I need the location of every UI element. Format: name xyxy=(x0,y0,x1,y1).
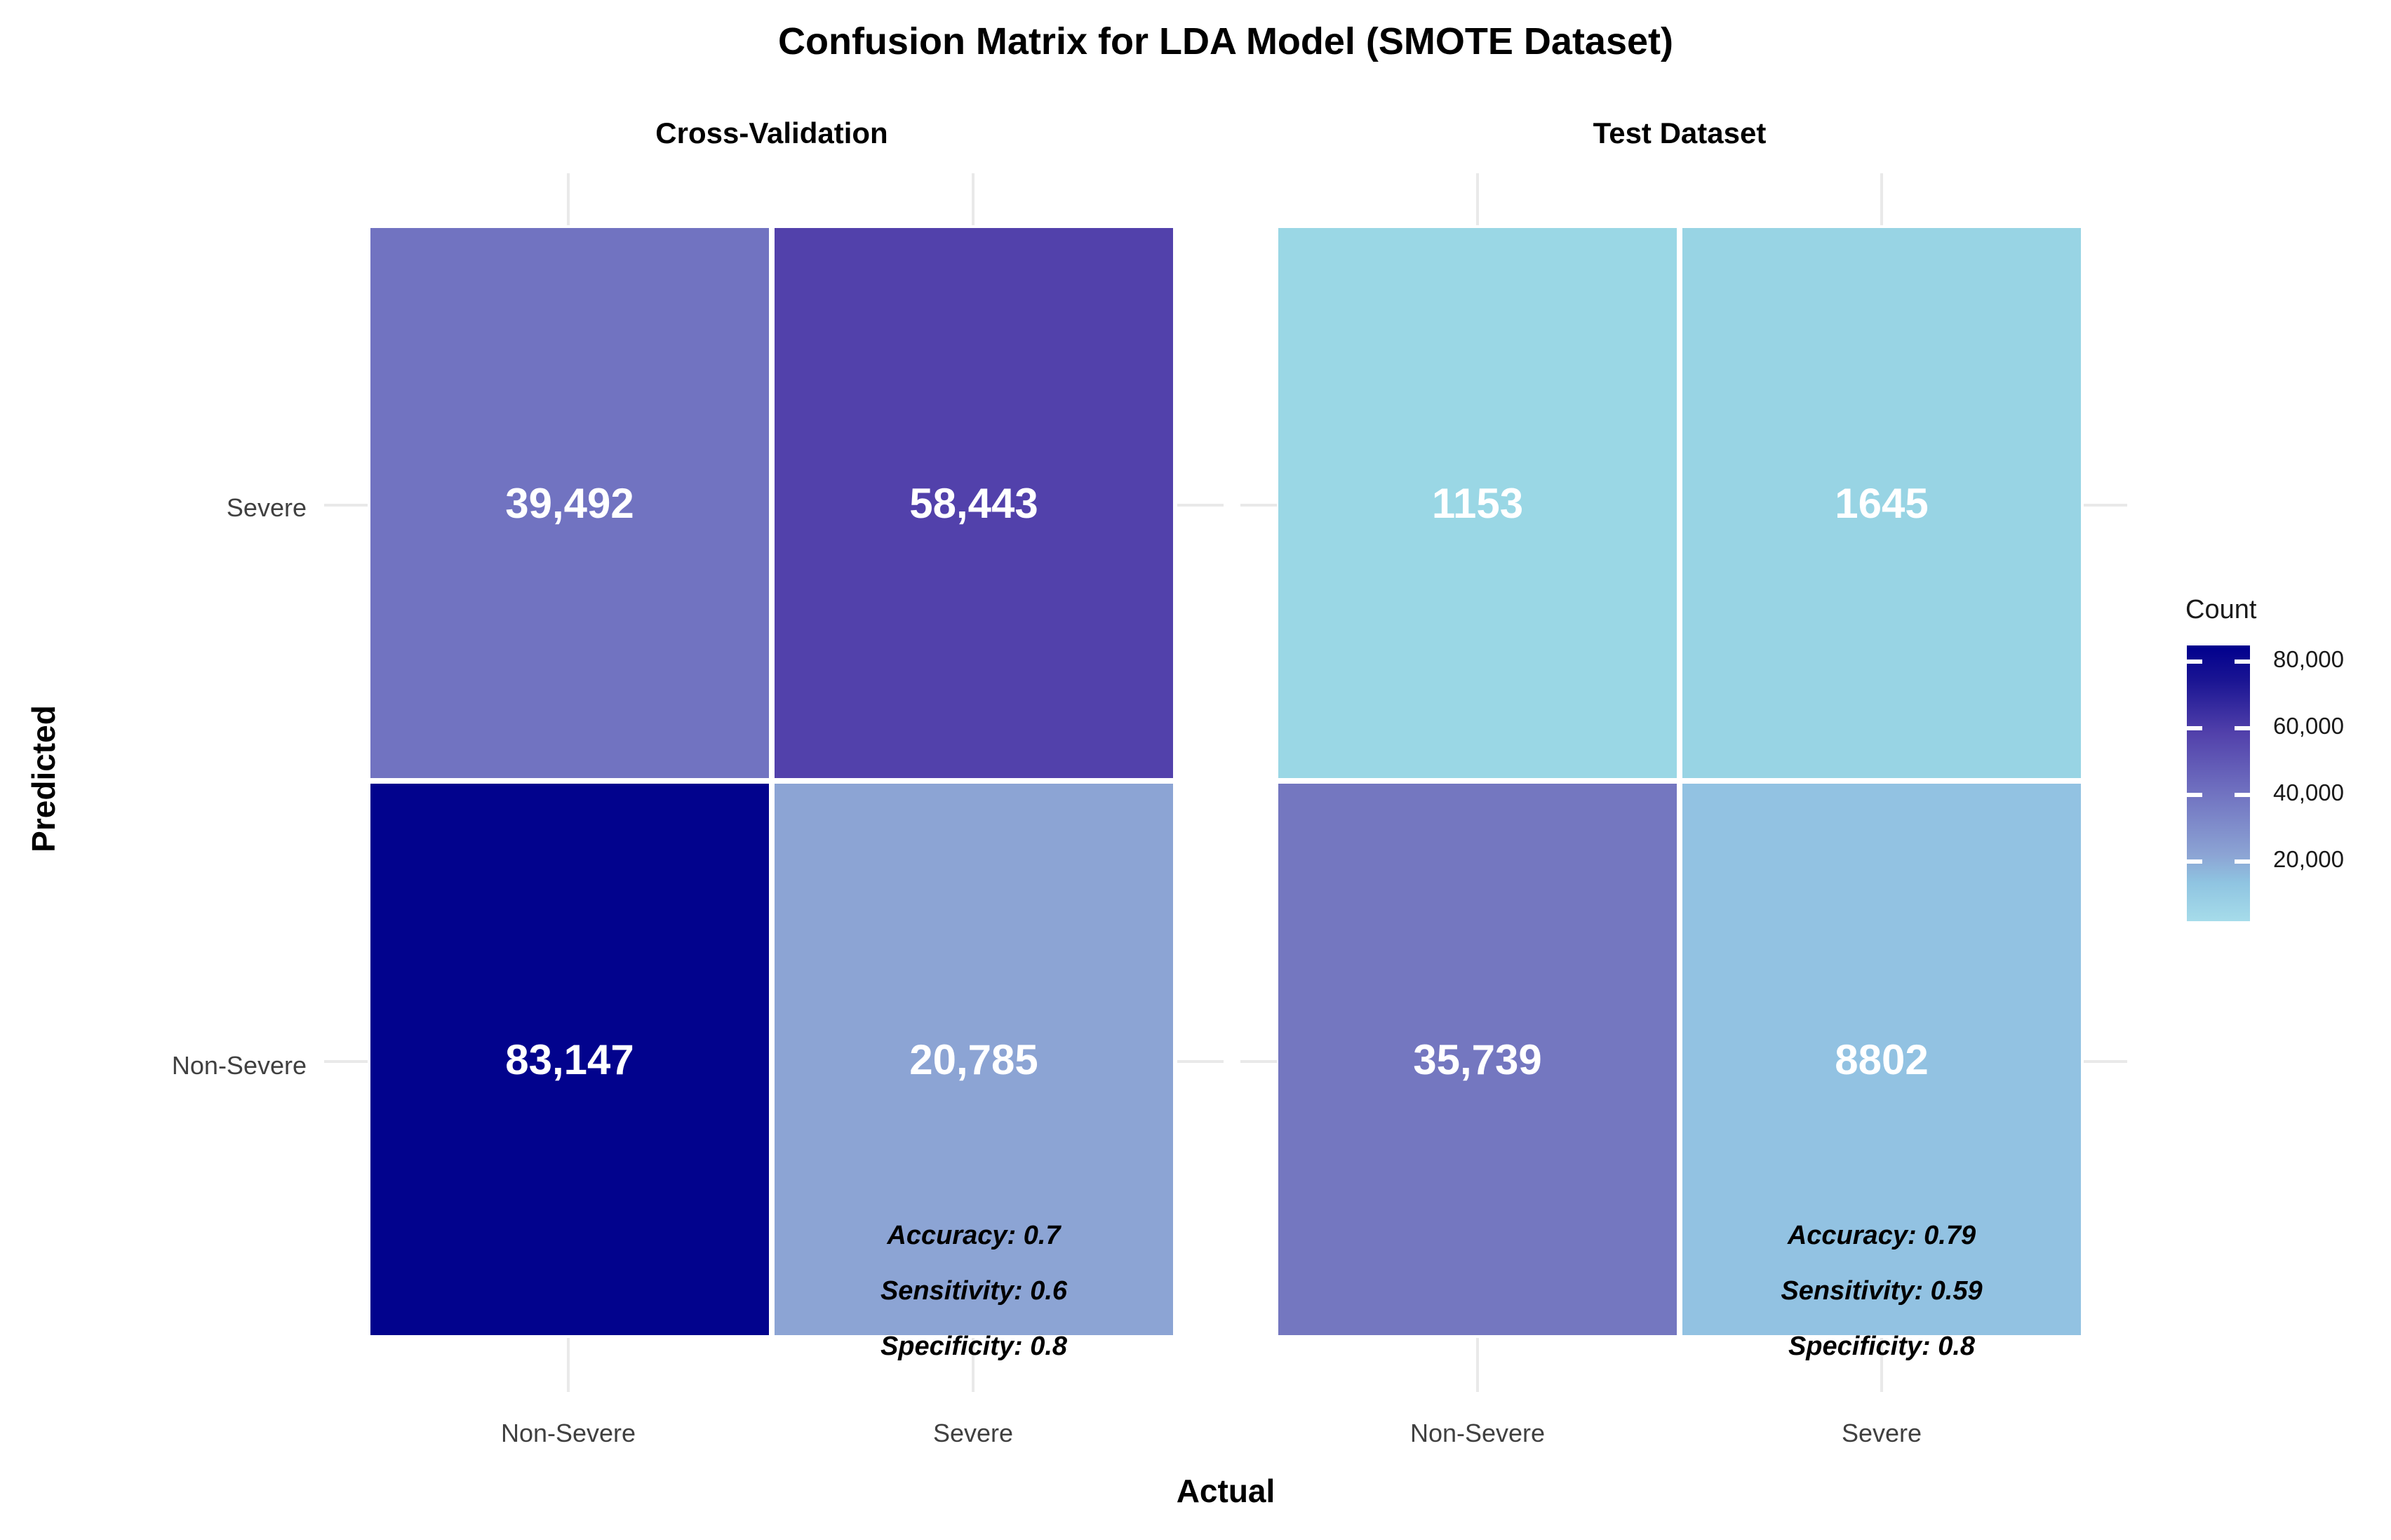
test-cell-pred-severe-act-nonsevere: 1153 xyxy=(1278,228,1677,778)
specificity-line: Specificity: 0.8 xyxy=(1788,1332,1976,1361)
sensitivity-line: Sensitivity: 0.6 xyxy=(880,1276,1068,1306)
specificity-line: Specificity: 0.8 xyxy=(880,1332,1068,1361)
legend-tick-mark xyxy=(2187,659,2202,664)
gridline xyxy=(2084,1060,2127,1063)
x-axis-title: Actual xyxy=(1176,1473,1275,1509)
legend-tick-40000: 40,000 xyxy=(2273,779,2344,805)
gridline xyxy=(1880,173,1883,225)
cell-count-label: 58,443 xyxy=(909,479,1038,527)
cell-count-label: 83,147 xyxy=(505,1036,634,1083)
facet-title-test-dataset: Test Dataset xyxy=(1593,116,1767,149)
test-cell-pred-nonsevere-act-severe: 8802 xyxy=(1682,784,2081,1335)
x-tick-cv-nonsevere: Non-Severe xyxy=(500,1419,636,1447)
cv-cell-pred-severe-act-nonsevere: 39,492 xyxy=(370,228,769,778)
accuracy-line: Accuracy: 0.79 xyxy=(1787,1221,1976,1250)
legend-gradient-bar xyxy=(2187,645,2250,921)
x-tick-cv-severe: Severe xyxy=(932,1419,1014,1447)
x-tick-test-nonsevere: Non-Severe xyxy=(1409,1419,1546,1447)
legend-tick-mark xyxy=(2187,793,2202,797)
gridline xyxy=(1880,1338,1883,1392)
gridline xyxy=(972,173,975,225)
legend-tick-mark xyxy=(2235,793,2250,797)
y-axis-title: Predicted xyxy=(25,705,62,852)
y-tick-nonsevere: Non-Severe xyxy=(171,1051,307,1080)
legend-tick-20000: 20,000 xyxy=(2273,846,2344,872)
legend-tick-mark xyxy=(2235,726,2250,730)
legend-tick-mark xyxy=(2187,859,2202,864)
chart-title: Confusion Matrix for LDA Model (SMOTE Da… xyxy=(777,20,1673,62)
gridline xyxy=(324,504,368,507)
gridline xyxy=(1240,504,1277,507)
cv-metrics-annotation: Accuracy: 0.7 Sensitivity: 0.6 Specifici… xyxy=(775,1208,1173,1374)
gridline xyxy=(2084,504,2127,507)
x-tick-test-severe: Severe xyxy=(1841,1419,1922,1447)
cell-count-label: 35,739 xyxy=(1413,1036,1542,1083)
sensitivity-line: Sensitivity: 0.59 xyxy=(1781,1276,1983,1306)
cell-count-label: 1645 xyxy=(1835,479,1929,527)
cv-cell-pred-nonsevere-act-severe: 20,785 xyxy=(775,784,1173,1335)
gridline xyxy=(1177,1060,1224,1063)
legend-tick-mark xyxy=(2235,859,2250,864)
gridline xyxy=(567,1338,570,1392)
gridline xyxy=(972,1338,975,1392)
gridline xyxy=(1177,504,1224,507)
accuracy-line: Accuracy: 0.7 xyxy=(887,1221,1061,1250)
facet-title-cross-validation: Cross-Validation xyxy=(655,116,888,149)
gridline xyxy=(1476,173,1479,225)
y-tick-severe: Severe xyxy=(226,493,307,522)
cell-count-label: 8802 xyxy=(1835,1036,1929,1083)
test-cell-pred-severe-act-severe: 1645 xyxy=(1682,228,2081,778)
cell-count-label: 39,492 xyxy=(505,479,634,527)
legend-title: Count xyxy=(2185,595,2257,624)
legend-tick-60000: 60,000 xyxy=(2273,713,2344,739)
cv-cell-pred-severe-act-severe: 58,443 xyxy=(775,228,1173,778)
test-metrics-annotation: Accuracy: 0.79 Sensitivity: 0.59 Specifi… xyxy=(1682,1208,2081,1374)
legend-tick-mark xyxy=(2187,726,2202,730)
cell-count-label: 1153 xyxy=(1431,479,1524,527)
legend-tick-80000: 80,000 xyxy=(2273,646,2344,672)
legend-tick-mark xyxy=(2235,659,2250,664)
gridline xyxy=(567,173,570,225)
cell-count-label: 20,785 xyxy=(909,1036,1038,1083)
gridline xyxy=(324,1060,368,1063)
gridline xyxy=(1240,1060,1277,1063)
gridline xyxy=(1476,1338,1479,1392)
cv-cell-pred-nonsevere-act-nonsevere: 83,147 xyxy=(370,784,769,1335)
test-cell-pred-nonsevere-act-nonsevere: 35,739 xyxy=(1278,784,1677,1335)
